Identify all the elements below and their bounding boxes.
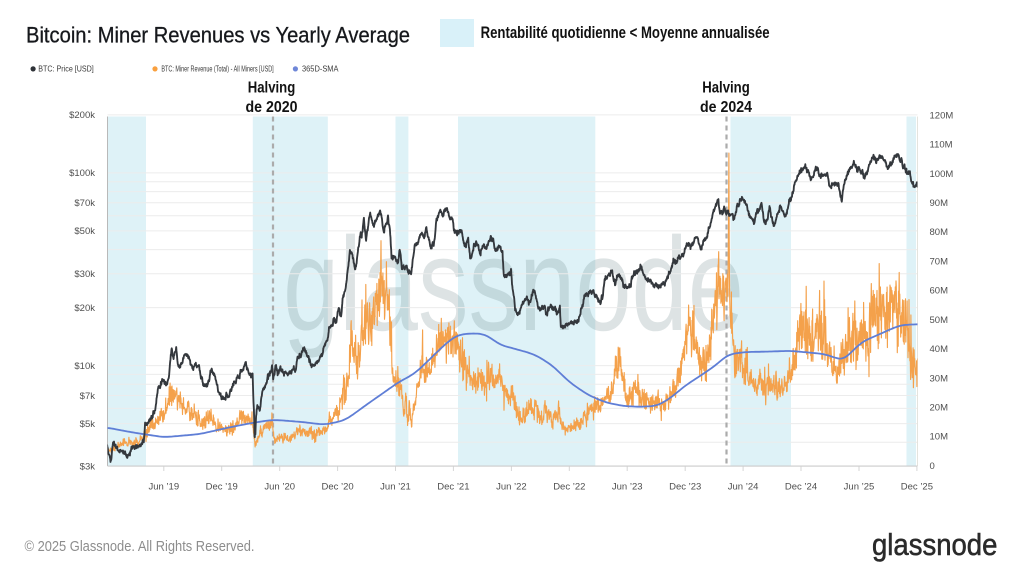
svg-text:$20k: $20k: [74, 303, 95, 314]
svg-text:$200k: $200k: [69, 110, 95, 121]
svg-text:Jun ’20: Jun ’20: [264, 482, 295, 493]
svg-text:Dec ’19: Dec ’19: [206, 482, 238, 493]
svg-text:Dec ’24: Dec ’24: [785, 482, 817, 493]
svg-text:365D-SMA: 365D-SMA: [302, 64, 339, 73]
svg-text:100M: 100M: [930, 169, 954, 180]
svg-text:50M: 50M: [930, 315, 949, 326]
svg-text:Dec ’22: Dec ’22: [553, 482, 585, 493]
svg-text:10M: 10M: [930, 432, 949, 443]
svg-text:$70k: $70k: [74, 198, 95, 209]
svg-text:Halving: Halving: [702, 80, 750, 97]
svg-text:Dec ’23: Dec ’23: [669, 482, 701, 493]
svg-text:© 2025 Glassnode. All Rights R: © 2025 Glassnode. All Rights Reserved.: [25, 538, 255, 555]
svg-text:80M: 80M: [930, 227, 949, 238]
svg-text:90M: 90M: [930, 198, 949, 209]
svg-text:BTC: Miner Revenue (Total) - A: BTC: Miner Revenue (Total) - All Miners …: [161, 64, 273, 73]
svg-text:Jun ’19: Jun ’19: [148, 482, 179, 493]
svg-text:Dec ’20: Dec ’20: [321, 482, 353, 493]
svg-text:$50k: $50k: [74, 226, 95, 237]
svg-text:Jun ’24: Jun ’24: [728, 482, 759, 493]
svg-text:Jun ’22: Jun ’22: [496, 482, 527, 493]
svg-text:$7k: $7k: [80, 391, 96, 402]
svg-text:60M: 60M: [930, 286, 949, 297]
svg-text:Jun ’23: Jun ’23: [612, 482, 643, 493]
svg-text:0: 0: [930, 461, 935, 472]
svg-text:$100k: $100k: [69, 168, 95, 179]
svg-text:110M: 110M: [930, 140, 953, 151]
svg-text:20M: 20M: [930, 403, 949, 414]
svg-text:$5k: $5k: [80, 419, 96, 430]
svg-text:BTC: Price [USD]: BTC: Price [USD]: [38, 64, 94, 73]
svg-text:Jun ’21: Jun ’21: [380, 482, 411, 493]
svg-text:$10k: $10k: [74, 361, 95, 372]
svg-text:Dec ’25: Dec ’25: [901, 482, 933, 493]
svg-text:70M: 70M: [930, 256, 949, 267]
svg-text:120M: 120M: [930, 110, 954, 121]
svg-text:Dec ’21: Dec ’21: [437, 482, 469, 493]
svg-text:de 2020: de 2020: [246, 99, 298, 116]
svg-text:$30k: $30k: [74, 269, 95, 280]
svg-text:Rentabilité quotidienne < Moye: Rentabilité quotidienne < Moyenne annual…: [481, 24, 770, 42]
svg-text:30M: 30M: [930, 373, 949, 384]
svg-text:Jun ’25: Jun ’25: [844, 482, 875, 493]
svg-text:40M: 40M: [930, 344, 949, 355]
svg-text:glassnode: glassnode: [872, 527, 997, 562]
svg-text:de 2024: de 2024: [700, 99, 752, 116]
svg-text:$3k: $3k: [80, 462, 96, 473]
svg-text:Bitcoin: Miner Revenues vs Yea: Bitcoin: Miner Revenues vs Yearly Averag…: [26, 22, 410, 47]
svg-text:Halving: Halving: [248, 80, 296, 97]
